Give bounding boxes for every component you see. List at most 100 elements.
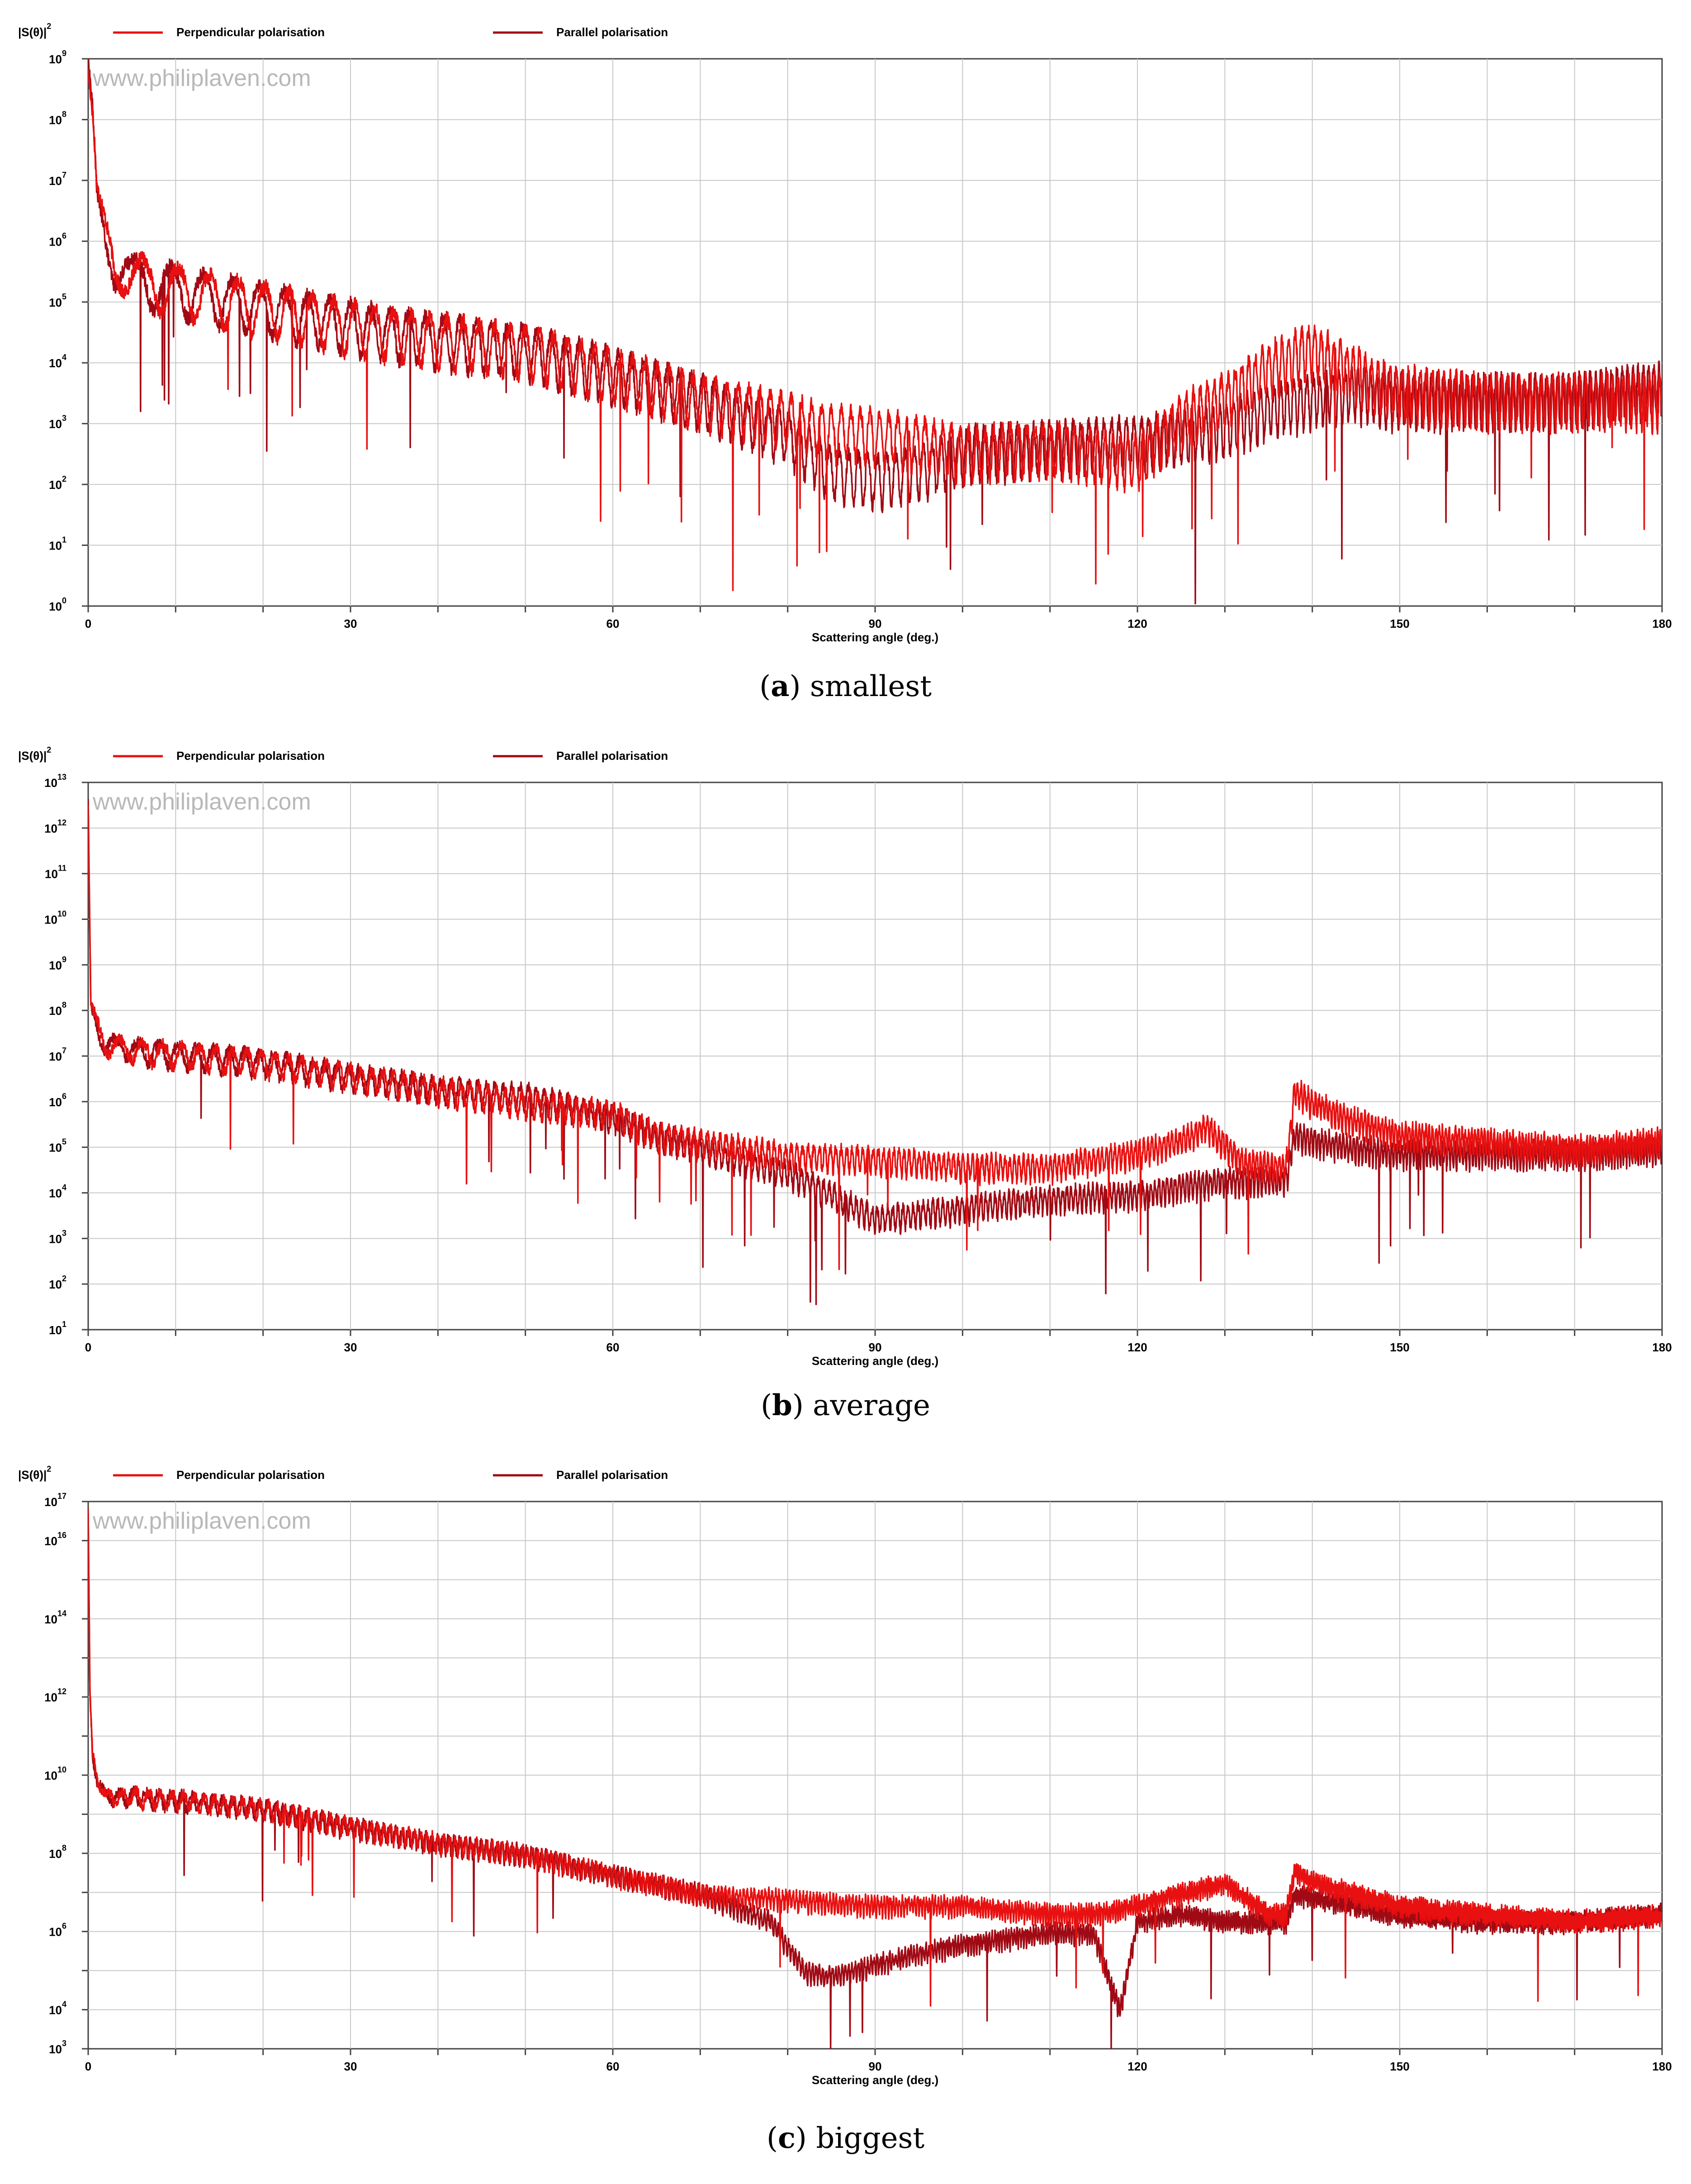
caption-b-label: b bbox=[772, 1388, 792, 1422]
y-tick-label: 101 bbox=[49, 535, 66, 553]
legend-label: Parallel polarisation bbox=[556, 25, 668, 39]
x-tick-label: 90 bbox=[869, 1341, 882, 1354]
x-tick-label: 30 bbox=[344, 617, 357, 630]
watermark: www.philiplaven.com bbox=[92, 1508, 311, 1534]
series-group bbox=[88, 59, 1662, 605]
x-tick-label: 90 bbox=[869, 2060, 882, 2073]
x-tick-label: 120 bbox=[1127, 617, 1147, 630]
y-tick-label: 101 bbox=[49, 1320, 66, 1337]
legend-item: Perpendicular polarisation bbox=[113, 1468, 325, 1482]
x-tick-label: 30 bbox=[344, 2060, 357, 2073]
x-axis: 0 30 60 90 120 150 180 bbox=[85, 606, 1672, 630]
y-tick-label: 109 bbox=[49, 49, 66, 66]
x-tick-label: 60 bbox=[606, 1341, 620, 1354]
y-tick-label: 106 bbox=[49, 1922, 66, 1939]
y-tick-label: 108 bbox=[49, 109, 66, 127]
y-tick-label: 1012 bbox=[44, 818, 66, 835]
y-tick-label: 102 bbox=[49, 474, 66, 492]
x-tick-label: 120 bbox=[1127, 1341, 1147, 1354]
x-axis: 0 30 60 90 120 150 180 bbox=[85, 2049, 1672, 2073]
caption-a: (a) smallest bbox=[759, 669, 932, 703]
x-tick-label: 60 bbox=[606, 2060, 620, 2073]
legend-label: Perpendicular polarisation bbox=[176, 749, 325, 763]
caption-c-text: biggest bbox=[816, 2122, 925, 2155]
legend-item: Parallel polarisation bbox=[493, 1468, 668, 1482]
legend-item: Parallel polarisation bbox=[493, 749, 668, 763]
x-tick-label: 60 bbox=[606, 617, 620, 630]
x-tick-label: 150 bbox=[1390, 2060, 1409, 2073]
series-group bbox=[88, 1508, 1662, 2049]
x-axis-label: Scattering angle (deg.) bbox=[812, 2073, 938, 2087]
caption-a-text: smallest bbox=[810, 670, 932, 703]
y-tick-label: 109 bbox=[49, 955, 66, 972]
legend: Perpendicular polarisation Parallel polar… bbox=[113, 25, 668, 39]
y-tick-label: 1016 bbox=[44, 1530, 66, 1548]
y-tick-label: 1013 bbox=[44, 772, 66, 790]
x-tick-label: 180 bbox=[1652, 617, 1672, 630]
x-tick-label: 30 bbox=[344, 1341, 357, 1354]
legend-label: Parallel polarisation bbox=[556, 749, 668, 763]
chart-b: 0 30 60 90 120 150 180 Scattering angle (deg.) 1… bbox=[18, 745, 1672, 1368]
x-tick-label: 150 bbox=[1390, 617, 1409, 630]
legend-item: Parallel polarisation bbox=[493, 25, 668, 39]
y-tick-label: 107 bbox=[49, 1046, 66, 1063]
y-tick-label: 1017 bbox=[44, 1492, 66, 1509]
y-tick-label: 104 bbox=[49, 353, 66, 370]
x-tick-label: 180 bbox=[1652, 2060, 1672, 2073]
caption-c: (c) biggest bbox=[766, 2121, 925, 2155]
y-tick-label: 103 bbox=[49, 1228, 66, 1246]
caption-b: (b) average bbox=[761, 1388, 930, 1422]
x-tick-label: 0 bbox=[85, 1341, 91, 1354]
y-tick-label: 1012 bbox=[44, 1687, 66, 1704]
watermark: www.philiplaven.com bbox=[92, 789, 311, 815]
series-line-perpendicular bbox=[88, 1508, 1662, 2007]
watermark: www.philiplaven.com bbox=[92, 65, 311, 91]
y-tick-label: 108 bbox=[49, 1000, 66, 1018]
legend: Perpendicular polarisation Parallel polar… bbox=[113, 749, 668, 763]
chart-c: 0 30 60 90 120 150 180 Scattering angle (deg.) 1… bbox=[18, 1464, 1672, 2087]
y-axis-label: |S(θ)|2 bbox=[18, 1464, 51, 1482]
x-tick-label: 0 bbox=[85, 617, 91, 630]
legend-label: Perpendicular polarisation bbox=[176, 1468, 325, 1482]
x-tick-label: 0 bbox=[85, 2060, 91, 2073]
y-tick-label: 1010 bbox=[44, 910, 66, 927]
y-tick-label: 108 bbox=[49, 1843, 66, 1861]
legend-label: Parallel polarisation bbox=[556, 1468, 668, 1482]
y-tick-label: 105 bbox=[49, 1137, 66, 1155]
legend-item: Perpendicular polarisation bbox=[113, 749, 325, 763]
y-tick-label: 105 bbox=[49, 292, 66, 309]
y-tick-label: 1010 bbox=[44, 1765, 66, 1782]
panel-c: 0 30 60 90 120 150 180 Scattering angle (deg.) 1… bbox=[0, 1443, 1691, 2184]
y-axis-label: |S(θ)|2 bbox=[18, 745, 51, 763]
y-tick-label: 102 bbox=[49, 1274, 66, 1291]
series-line-parallel bbox=[88, 59, 1662, 605]
y-axis: 100 101 102 103 104 105 106 107 108 109 bbox=[49, 49, 88, 613]
y-tick-label: 100 bbox=[49, 596, 66, 613]
panel-b: 0 30 60 90 120 150 180 Scattering angle (deg.) 1… bbox=[0, 724, 1691, 1443]
x-tick-label: 150 bbox=[1390, 1341, 1409, 1354]
series-line-perpendicular bbox=[88, 69, 1662, 592]
grid bbox=[88, 1502, 1662, 2049]
y-axis: 101 102 103 104 105 106 107 108 109 1010 1011 1012 1… bbox=[44, 772, 88, 1337]
panel-a: 0 30 60 90 120 150 180 Scattering angle (deg.) 1… bbox=[0, 0, 1691, 724]
x-tick-label: 180 bbox=[1652, 1341, 1672, 1354]
x-tick-label: 120 bbox=[1127, 2060, 1147, 2073]
legend-label: Perpendicular polarisation bbox=[176, 25, 325, 39]
x-axis: 0 30 60 90 120 150 180 bbox=[85, 1330, 1672, 1354]
x-axis-label: Scattering angle (deg.) bbox=[812, 630, 938, 644]
y-tick-label: 1014 bbox=[44, 1609, 66, 1626]
y-tick-label: 106 bbox=[49, 1092, 66, 1109]
y-tick-label: 104 bbox=[49, 2000, 66, 2017]
x-tick-label: 90 bbox=[869, 617, 882, 630]
y-axis-label: |S(θ)|2 bbox=[18, 22, 51, 39]
caption-a-label: a bbox=[771, 669, 790, 703]
y-tick-label: 103 bbox=[49, 414, 66, 431]
y-tick-label: 107 bbox=[49, 171, 66, 188]
caption-b-text: average bbox=[813, 1389, 930, 1422]
chart-a: 0 30 60 90 120 150 180 Scattering angle (deg.) 1… bbox=[18, 22, 1672, 644]
x-axis-label: Scattering angle (deg.) bbox=[812, 1354, 938, 1368]
legend: Perpendicular polarisation Parallel polar… bbox=[113, 1468, 668, 1482]
legend-item: Perpendicular polarisation bbox=[113, 25, 325, 39]
series-line-perpendicular bbox=[88, 805, 1662, 1270]
y-tick-label: 1011 bbox=[45, 864, 66, 881]
